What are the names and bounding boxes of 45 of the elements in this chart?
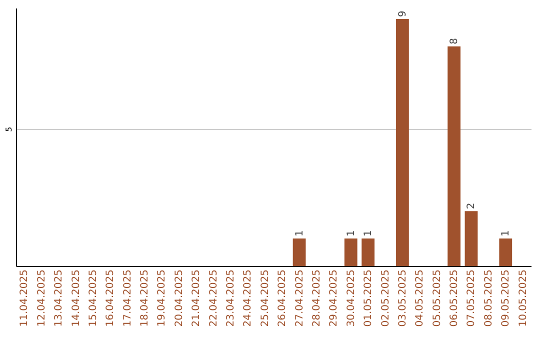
x-tick-label: 18.04.2025: [140, 270, 151, 327]
bar: [464, 211, 478, 266]
x-tick-label: 13.04.2025: [54, 270, 65, 327]
x-tick-label: 07.05.2025: [466, 270, 478, 327]
x-tick-label: 19.04.2025: [156, 270, 168, 327]
x-tick-label: 30.04.2025: [346, 270, 357, 327]
x-tick-label: 26.04.2025: [277, 270, 288, 327]
x-tick-label: 29.04.2025: [328, 270, 340, 327]
data-label: 1: [500, 230, 512, 237]
x-tick-label: 10.05.2025: [518, 270, 529, 327]
data-label: 9: [397, 10, 408, 17]
x-tick-label: 15.04.2025: [88, 270, 99, 327]
x-tick-label: 24.04.2025: [242, 270, 254, 327]
data-label: 2: [466, 202, 478, 210]
x-tick-label: 16.04.2025: [105, 270, 116, 327]
x-tick-label: 12.04.2025: [36, 270, 48, 327]
x-tick-label: 11.04.2025: [19, 270, 30, 327]
x-tick-label: 03.05.2025: [397, 270, 408, 327]
bar: [448, 46, 460, 266]
x-tick-label: 22.04.2025: [208, 270, 220, 327]
bar: [362, 238, 375, 266]
x-tick-label: 17.04.2025: [122, 270, 134, 327]
data-label: 1: [294, 230, 306, 237]
bar: [292, 238, 306, 266]
x-tick-label: 21.04.2025: [191, 270, 202, 327]
x-tick-label: 01.05.2025: [363, 270, 374, 327]
bar: [499, 238, 512, 266]
x-tick-label: 06.05.2025: [449, 270, 460, 327]
x-tick-label: 04.05.2025: [414, 270, 426, 327]
data-label: 1: [363, 230, 374, 237]
x-tick-label: 08.05.2025: [483, 270, 494, 327]
x-tick-label: 05.05.2025: [432, 270, 443, 327]
x-tick-label: 23.04.2025: [226, 270, 237, 327]
x-tick-label: 28.04.2025: [311, 270, 322, 327]
bar: [396, 18, 409, 266]
x-tick-label: 09.05.2025: [500, 270, 512, 327]
x-tick-label: 25.04.2025: [260, 270, 271, 327]
x-tick-label: 27.04.2025: [294, 270, 306, 327]
x-tick-label: 02.05.2025: [380, 270, 392, 327]
data-label: 1: [346, 230, 357, 237]
x-tick-label: 20.04.2025: [174, 270, 185, 327]
x-tick-label: 14.04.2025: [70, 270, 82, 327]
y-tick-label: 5: [4, 126, 14, 132]
data-label: 8: [449, 38, 460, 44]
bar: [344, 238, 358, 266]
